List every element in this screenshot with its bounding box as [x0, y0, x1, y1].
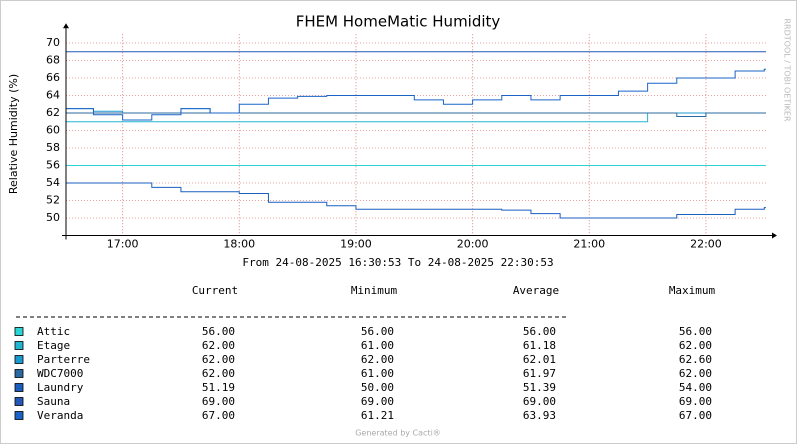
legend-stat: 61.97 [523, 367, 556, 380]
series-line [66, 182, 766, 219]
legend-swatch [14, 327, 24, 336]
legend-swatch [14, 397, 24, 406]
axis-arrow [63, 23, 69, 29]
y-tick-label: 70 [46, 36, 60, 49]
y-tick-label: 62 [46, 106, 60, 119]
plot-area [66, 34, 766, 236]
legend-name: Parterre [37, 353, 90, 366]
legend-stat: 67.00 [202, 409, 235, 422]
y-tick-label: 60 [46, 124, 60, 137]
y-tick-label: 56 [46, 159, 60, 172]
y-axis-label: Relative Humidity (%) [7, 74, 20, 194]
legend-stat: 69.00 [202, 395, 235, 408]
legend-stat: 62.00 [202, 367, 235, 380]
legend-stat: 56.00 [202, 325, 235, 338]
y-tick-label: 52 [46, 194, 60, 207]
legend-stat: 61.00 [361, 339, 394, 352]
x-tick-label: 19:00 [340, 238, 372, 251]
legend-name: Laundry [37, 381, 84, 394]
legend-stat: 62.60 [679, 353, 712, 366]
legend-name: Sauna [37, 395, 70, 408]
axis-arrow [772, 232, 777, 239]
subtitle: From 24-08-2025 16:30:53 To 24-08-2025 2… [242, 256, 553, 269]
legend-name: WDC7000 [37, 367, 83, 380]
legend-swatch [14, 341, 24, 350]
chart-title: FHEM HomeMatic Humidity [296, 13, 501, 31]
legend-stat: 62.01 [523, 353, 556, 366]
y-tick-label: 68 [46, 54, 60, 67]
legend-stat: 56.00 [523, 325, 556, 338]
legend-header: Average [513, 284, 559, 297]
legend-name: Etage [37, 339, 70, 352]
series-line [66, 68, 766, 121]
side-label: RRDTOOL / TOBI OETIKER [783, 18, 792, 121]
x-tick-label: 18:00 [223, 238, 255, 251]
legend-stat: 56.00 [361, 325, 394, 338]
legend-stat: 51.19 [202, 381, 235, 394]
legend-stat: 69.00 [523, 395, 556, 408]
legend-stat: 54.00 [679, 381, 712, 394]
legend-stat: 61.21 [361, 409, 394, 422]
legend-stat: 61.18 [523, 339, 556, 352]
legend-swatch [14, 383, 24, 392]
legend-stat: 61.00 [361, 367, 394, 380]
legend-stat: 62.00 [679, 339, 712, 352]
y-tick-label: 54 [46, 176, 60, 189]
legend-swatch [14, 355, 24, 364]
legend-header: Current [192, 284, 238, 297]
legend-stat: 56.00 [679, 325, 712, 338]
y-tick-label: 58 [46, 141, 60, 154]
x-tick-label: 22:00 [690, 238, 722, 251]
legend-stat: 51.39 [523, 381, 556, 394]
x-tick-label: 17:00 [107, 238, 139, 251]
legend-swatch [14, 411, 24, 420]
legend-stat: 69.00 [679, 395, 712, 408]
legend-name: Veranda [37, 409, 83, 422]
legend-swatch [14, 369, 24, 378]
legend-stat: 62.00 [202, 353, 235, 366]
legend-stat: 63.93 [523, 409, 556, 422]
legend-name: Attic [37, 325, 70, 338]
legend-stat: 50.00 [361, 381, 394, 394]
y-tick-label: 50 [46, 211, 60, 224]
legend-stat: 62.00 [202, 339, 235, 352]
y-tick-label: 64 [46, 89, 60, 102]
legend-stat: 62.00 [361, 353, 394, 366]
footer: Generated by Cacti® [355, 429, 441, 438]
y-tick-label: 66 [46, 71, 60, 84]
legend-header: Minimum [351, 284, 398, 297]
x-tick-label: 20:00 [457, 238, 489, 251]
legend-stat: 69.00 [361, 395, 394, 408]
legend-stat: 67.00 [679, 409, 712, 422]
x-tick-label: 21:00 [573, 238, 605, 251]
series-line [66, 112, 766, 117]
legend-stat: 62.00 [679, 367, 712, 380]
legend-header: Maximum [669, 284, 716, 297]
